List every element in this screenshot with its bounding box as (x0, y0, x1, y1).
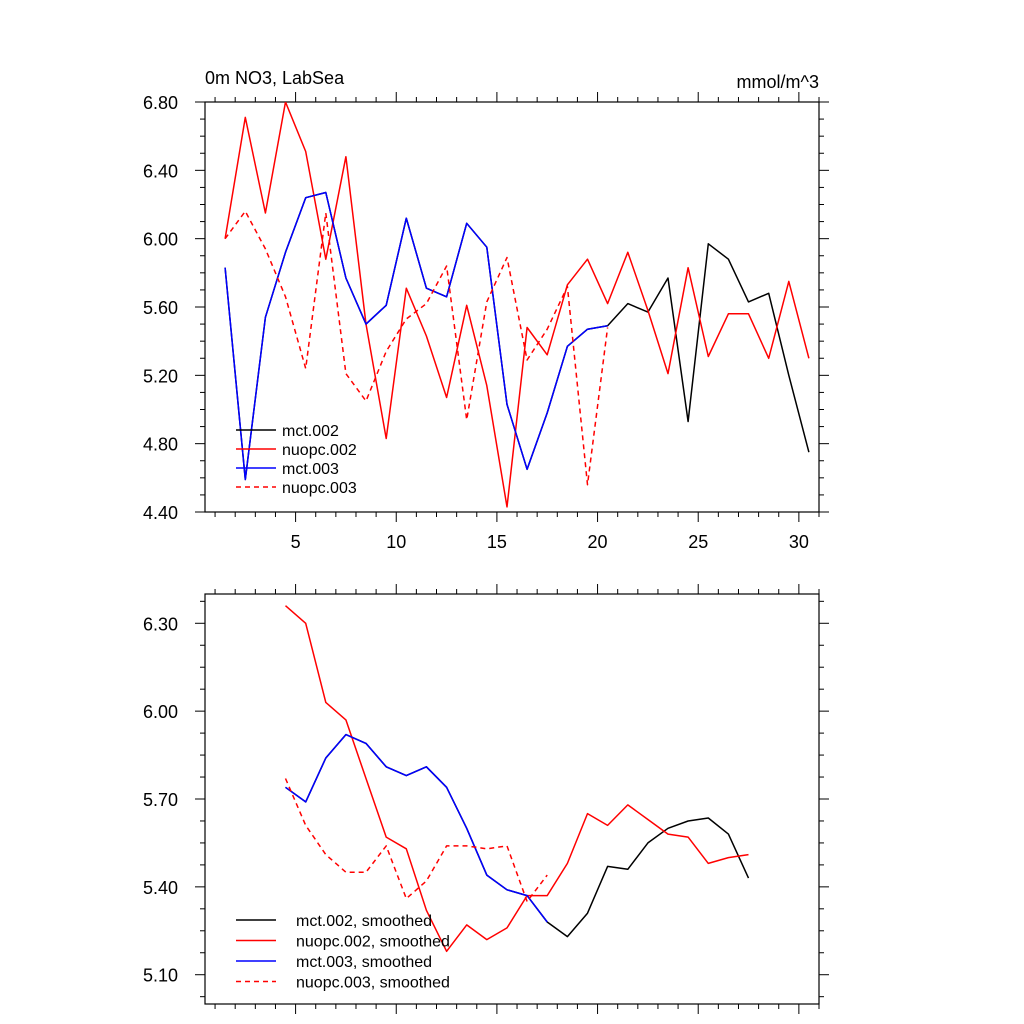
top-panel: 0m NO3, LabSea mmol/m^3 5 10 15 20 25 30 4.40 4… (143, 68, 829, 552)
top-legend-label: mct.003 (282, 461, 339, 478)
bottom-y-tick-label: 6.30 (143, 614, 178, 634)
top-legend-label: nuopc.002 (282, 442, 357, 459)
top-y-tick-label: 4.40 (143, 503, 178, 523)
top-legend-label: nuopc.003 (282, 480, 357, 497)
top-x-tick-label: 15 (487, 532, 507, 552)
bottom-y-tick-label: 5.70 (143, 790, 178, 810)
top-y-tick-label: 6.40 (143, 161, 178, 181)
bottom-legend-label: nuopc.003, smoothed (296, 975, 450, 992)
bottom-panel: 5.10 5.40 5.70 6.00 6.30 mct.002, smoothed nuo… (143, 584, 829, 1014)
top-y-tick-label: 6.80 (143, 93, 178, 113)
bottom-y-tick-label: 6.00 (143, 702, 178, 722)
top-title: 0m NO3, LabSea (205, 68, 345, 88)
top-x-tick-label: 25 (688, 532, 708, 552)
bottom-series-mct-003-smoothed (285, 733, 548, 923)
bottom-legend-label: mct.002, smoothed (296, 913, 432, 930)
top-series-nuopc-002 (224, 102, 810, 508)
bottom-legend-label: mct.003, smoothed (296, 954, 432, 971)
top-x-tick-label: 10 (386, 532, 406, 552)
top-y-tick-label: 5.20 (143, 366, 178, 386)
bottom-series-nuopc-002-smoothed (285, 605, 749, 953)
top-x-tick-label: 20 (588, 532, 608, 552)
top-legend-label: mct.002 (282, 423, 339, 440)
bottom-legend-label: nuopc.002, smoothed (296, 934, 450, 951)
bottom-series-nuopc-003-smoothed (284, 778, 548, 903)
top-y-tick-label: 5.60 (143, 298, 178, 318)
top-y-tick-label: 4.80 (143, 435, 178, 455)
top-y-tick-label: 6.00 (143, 230, 178, 250)
top-series-mct-003 (224, 191, 608, 481)
top-units: mmol/m^3 (737, 72, 819, 92)
bottom-y-tick-label: 5.10 (143, 966, 178, 986)
top-series-nuopc-003 (224, 210, 609, 486)
top-x-tick-label: 5 (291, 532, 301, 552)
bottom-y-tick-label: 5.40 (143, 878, 178, 898)
top-x-tick-label: 30 (789, 532, 809, 552)
